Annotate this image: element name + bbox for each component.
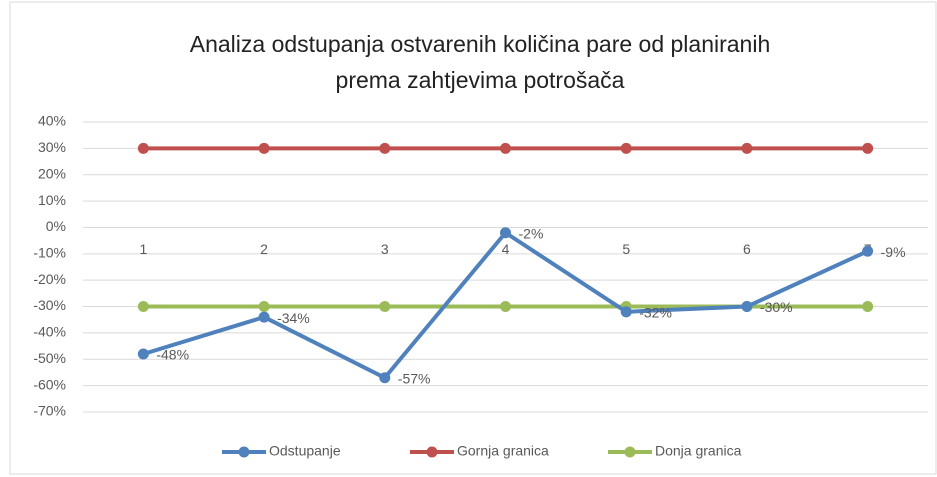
point: [500, 301, 511, 313]
data-label: -34%: [277, 310, 310, 326]
point: [862, 142, 874, 154]
x-tick-label: 3: [381, 241, 389, 257]
x-tick-label: 6: [743, 241, 751, 257]
point: [741, 301, 753, 313]
legend-label: Odstupanje: [269, 443, 341, 459]
data-label: -48%: [156, 347, 189, 363]
point: [258, 142, 270, 154]
point: [620, 142, 632, 154]
x-tick-label: 1: [139, 241, 147, 257]
legend-label: Gornja granica: [457, 443, 549, 459]
point: [741, 142, 753, 154]
data-label: -30%: [760, 299, 793, 315]
x-tick-label: 4: [502, 241, 510, 257]
point: [862, 301, 874, 313]
legend-marker: [624, 446, 636, 458]
point: [500, 227, 511, 239]
x-tick-label: 5: [622, 241, 630, 257]
y-tick-label: -70%: [33, 403, 66, 419]
point: [620, 306, 632, 318]
y-tick-label: 0%: [46, 218, 66, 234]
point: [379, 372, 391, 384]
y-tick-label: -10%: [33, 245, 66, 261]
point: [379, 301, 391, 313]
chart-title: Analiza odstupanja ostvarenih količina p…: [190, 31, 771, 57]
y-tick-label: -40%: [33, 324, 66, 340]
chart-border: [9, 1, 937, 475]
y-tick-label: -50%: [33, 350, 66, 366]
point: [137, 301, 149, 313]
y-tick-label: 10%: [38, 192, 66, 208]
point: [258, 301, 270, 313]
data-label: -2%: [519, 225, 544, 241]
x-tick-label: 2: [260, 241, 268, 257]
y-tick-label: 40%: [38, 113, 66, 129]
legend-marker: [426, 446, 438, 458]
y-tick-label: -20%: [33, 271, 66, 287]
y-tick-label: 20%: [38, 165, 66, 181]
point: [258, 311, 270, 323]
point: [500, 142, 511, 154]
point: [137, 348, 149, 360]
point: [137, 142, 149, 154]
data-label: -57%: [398, 370, 431, 386]
point: [379, 142, 391, 154]
legend-label: Donja granica: [655, 443, 742, 459]
data-label: -9%: [881, 244, 906, 260]
data-label: -32%: [639, 305, 672, 321]
point: [862, 245, 874, 257]
y-tick-label: -30%: [33, 297, 66, 313]
chart-title: prema zahtjevima potrošača: [336, 67, 625, 93]
legend-marker: [238, 446, 250, 458]
y-tick-label: -60%: [33, 376, 66, 392]
y-tick-label: 30%: [38, 139, 66, 155]
